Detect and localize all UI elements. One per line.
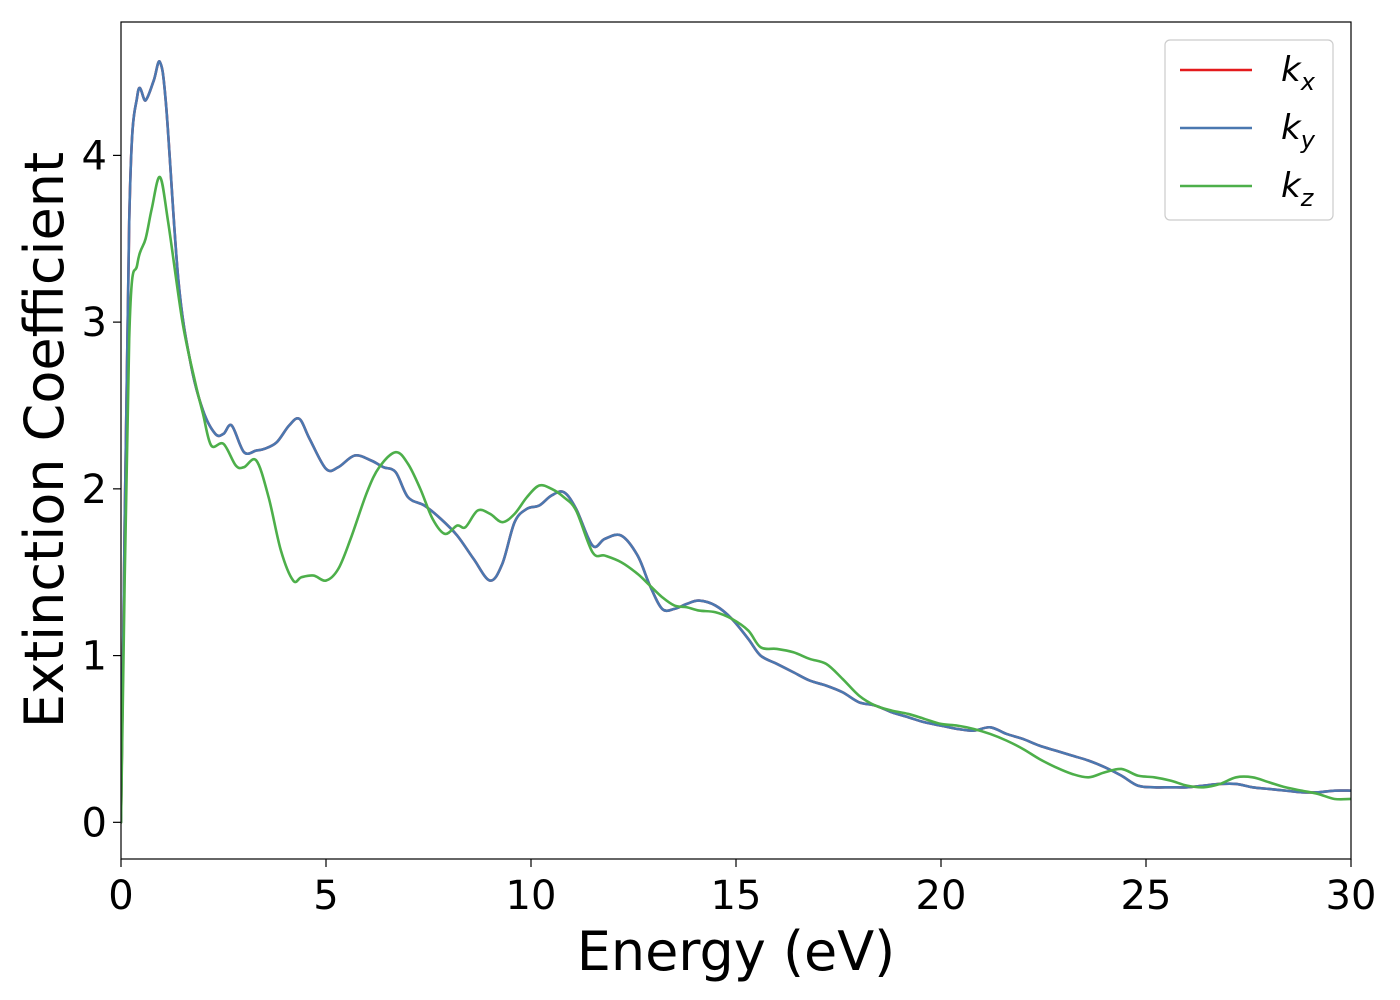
x-axis-ticks: 0 5 10 15 20 25 30 <box>108 859 1376 919</box>
x-tick-label: 5 <box>313 873 338 919</box>
y-tick-label: 2 <box>82 467 107 513</box>
legend-label-k-y: ky <box>1281 108 1316 154</box>
y-tick-label: 4 <box>82 133 107 179</box>
legend: kx ky kz <box>1164 39 1334 221</box>
plot-area <box>121 22 1351 859</box>
y-tick-label: 1 <box>82 634 107 680</box>
series-line-k-z <box>121 175 1351 824</box>
x-axis-title: Energy (eV) <box>577 920 896 983</box>
legend-label-k-z: kz <box>1281 166 1315 212</box>
series-layer <box>121 60 1351 824</box>
x-tick-label: 25 <box>1121 873 1172 919</box>
y-axis-ticks: 0 1 2 3 4 <box>82 133 121 846</box>
legend-box <box>1164 39 1334 221</box>
y-tick-label: 0 <box>82 800 107 846</box>
x-tick-label: 20 <box>916 873 967 919</box>
legend-label-k-x: kx <box>1281 50 1316 96</box>
x-tick-label: 10 <box>506 873 557 919</box>
x-tick-label: 0 <box>108 873 133 919</box>
series-line-k-y <box>121 60 1351 824</box>
y-axis-title: Extinction Coefficient <box>13 152 76 728</box>
x-tick-label: 15 <box>711 873 762 919</box>
x-tick-label: 30 <box>1326 873 1377 919</box>
y-tick-label: 3 <box>82 300 107 346</box>
